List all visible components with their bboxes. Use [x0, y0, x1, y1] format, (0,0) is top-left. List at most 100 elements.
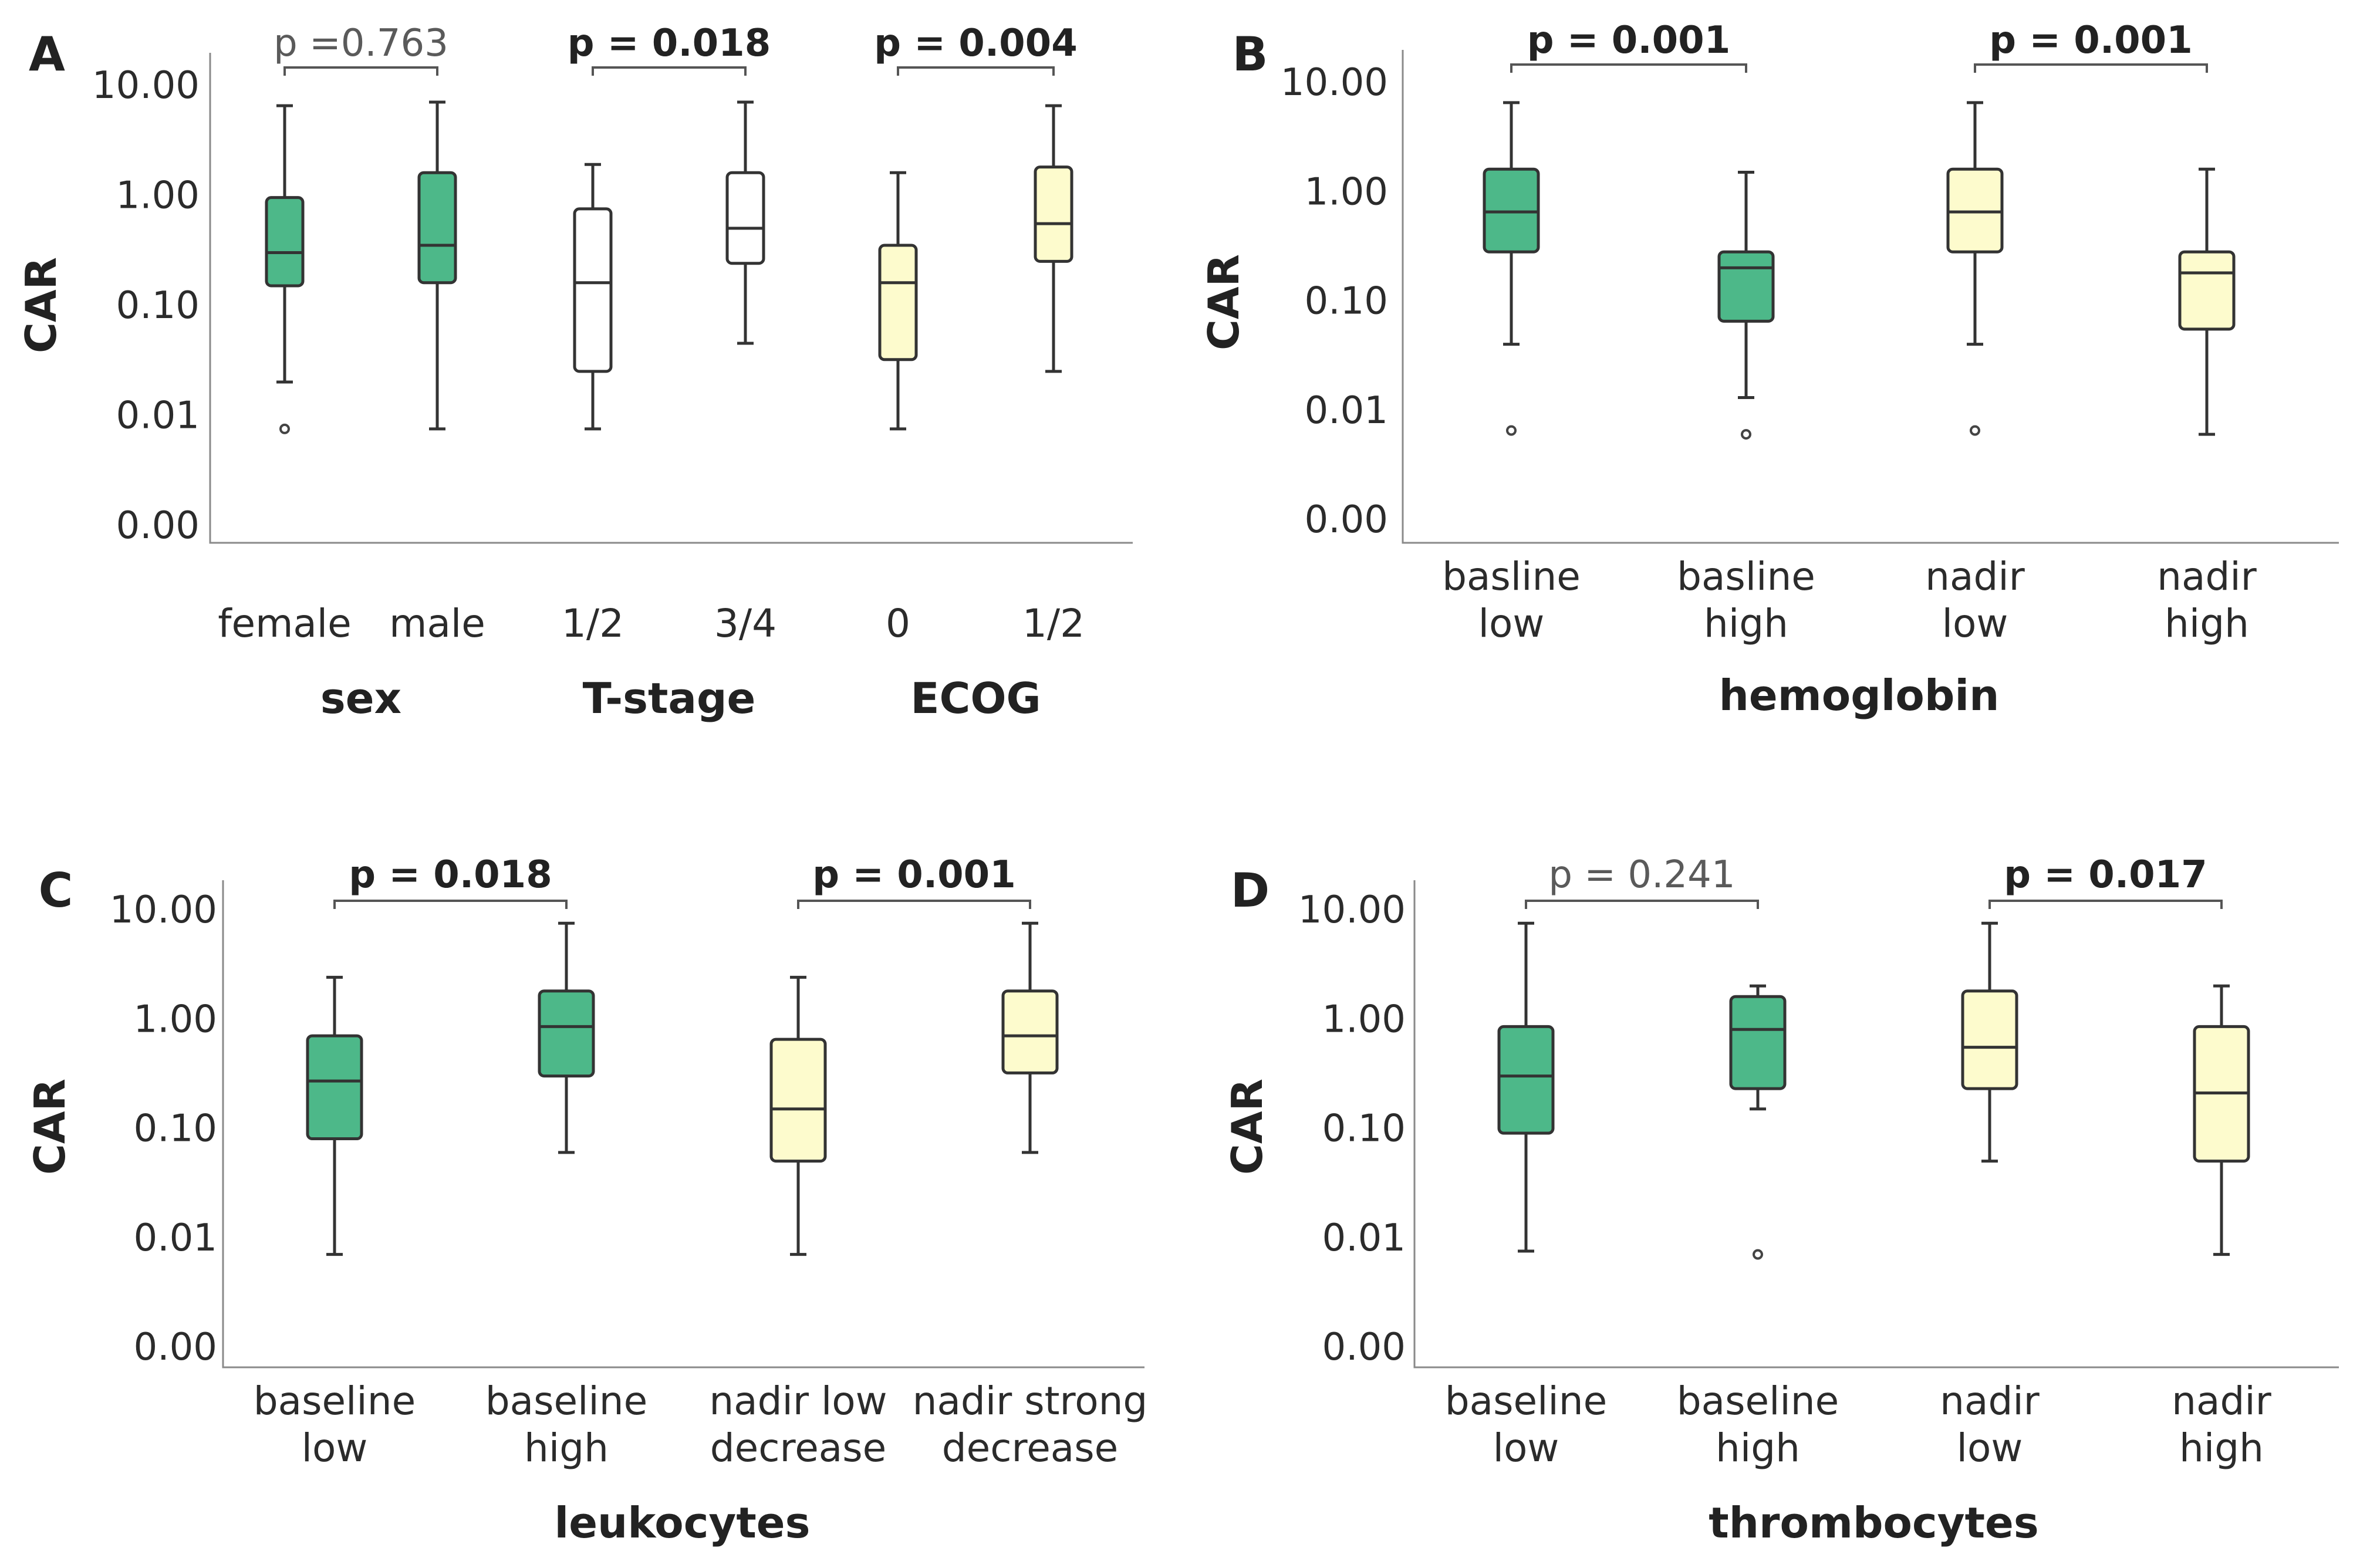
axis-lines [1402, 50, 2339, 544]
box-iqr [1961, 989, 2018, 1090]
group-label: T-stage [583, 674, 756, 723]
outlier-point [279, 423, 290, 434]
box-iqr [1001, 989, 1059, 1074]
comparison-bracket [1525, 900, 1759, 909]
axis-lines [222, 880, 1144, 1368]
y-tick-label: 0.01 [134, 1216, 218, 1260]
category-label: male [389, 601, 485, 646]
y-tick-label: 0.00 [1305, 498, 1389, 542]
p-value-label: p = 0.018 [349, 853, 552, 897]
box-group [1483, 101, 1540, 436]
box-group [2178, 167, 2236, 436]
comparison-bracket [797, 900, 1031, 909]
y-tick-label: 10.00 [92, 64, 200, 107]
category-label: 0 [886, 601, 910, 646]
y-tick-label: 0.10 [116, 284, 200, 327]
group-label: hemoglobin [1719, 671, 2000, 720]
group-label: leukocytes [555, 1498, 811, 1547]
category-label: baseline [485, 1378, 647, 1424]
box-group [573, 163, 613, 431]
category-label: baseline [1677, 1378, 1839, 1424]
category-label: low [1493, 1425, 1559, 1471]
y-tick-label: 0.10 [134, 1107, 218, 1151]
p-value-label: p = 0.001 [1527, 19, 1730, 62]
box-iqr [725, 171, 765, 265]
comparison-bracket [283, 66, 438, 76]
y-tick-label: 0.00 [116, 504, 200, 548]
box-group [769, 975, 827, 1256]
category-label: basline [1677, 554, 1815, 599]
box-group [725, 100, 765, 345]
p-value-label: p =0.763 [274, 22, 448, 65]
box-iqr [1729, 995, 1787, 1090]
category-label: high [524, 1425, 609, 1471]
y-tick-label: 0.10 [1305, 280, 1389, 323]
y-tick-label: 0.10 [1322, 1107, 1406, 1151]
box-group [1717, 170, 1775, 440]
category-label: decrease [710, 1425, 887, 1471]
category-label: decrease [942, 1425, 1119, 1471]
category-label: nadir [2157, 554, 2257, 599]
p-value-label: p = 0.017 [2004, 853, 2207, 897]
box-iqr [878, 244, 918, 361]
box-group [1001, 921, 1059, 1154]
box-group [1946, 101, 2004, 436]
outlier-point [1970, 425, 1980, 436]
p-value-label: p = 0.004 [874, 22, 1077, 65]
box-group [265, 104, 305, 434]
box-group [1034, 104, 1073, 373]
category-label: 3/4 [714, 601, 776, 646]
y-axis-label: CAR [1199, 254, 1248, 350]
category-label: high [2165, 601, 2249, 646]
category-label: 1/2 [562, 601, 624, 646]
y-axis-label: CAR [25, 1079, 75, 1175]
y-tick-label: 10.00 [1298, 888, 1406, 932]
y-axis-label: CAR [16, 257, 66, 353]
panel-letter: D [1231, 863, 1270, 918]
box-group [1497, 921, 1555, 1253]
category-label: low [1957, 1425, 2023, 1471]
y-tick-label: 0.01 [116, 394, 200, 438]
box-iqr [1497, 1025, 1555, 1135]
comparison-bracket [592, 66, 747, 76]
category-label: high [2179, 1425, 2264, 1471]
category-label: low [1478, 601, 1545, 646]
box-group [306, 975, 363, 1256]
category-label: nadir [1940, 1378, 2040, 1424]
box-iqr [417, 171, 457, 285]
box-iqr [2178, 250, 2236, 331]
comparison-bracket [333, 900, 568, 909]
group-label: ECOG [910, 674, 1041, 723]
panel-letter: A [29, 27, 65, 82]
axis-lines [1413, 880, 2339, 1368]
box-group [2193, 984, 2250, 1256]
panel-letter: B [1233, 27, 1268, 82]
comparison-bracket [1510, 63, 1747, 73]
y-tick-label: 0.01 [1305, 389, 1389, 432]
category-label: low [302, 1425, 368, 1471]
category-label: female [218, 601, 352, 646]
category-label: nadir [1925, 554, 2025, 599]
box-group [417, 100, 457, 431]
group-label: sex [320, 674, 401, 723]
p-value-label: p = 0.241 [1548, 853, 1735, 897]
outlier-point [1506, 425, 1517, 436]
box-group [538, 921, 595, 1154]
y-tick-label: 1.00 [1322, 998, 1406, 1041]
category-label: 1/2 [1022, 601, 1085, 646]
box-iqr [769, 1038, 827, 1163]
comparison-bracket [1988, 900, 2223, 909]
y-tick-label: 1.00 [1305, 170, 1389, 214]
y-tick-label: 1.00 [116, 174, 200, 218]
axis-lines [209, 53, 1133, 544]
box-iqr [573, 207, 613, 373]
comparison-bracket [1974, 63, 2208, 73]
category-label: high [1716, 1425, 1800, 1471]
category-label: baseline [1445, 1378, 1607, 1424]
category-label: nadir [2172, 1378, 2272, 1424]
y-tick-label: 0.00 [134, 1326, 218, 1369]
category-label: basline [1442, 554, 1581, 599]
comparison-bracket [897, 66, 1055, 76]
box-group [1729, 984, 1787, 1260]
